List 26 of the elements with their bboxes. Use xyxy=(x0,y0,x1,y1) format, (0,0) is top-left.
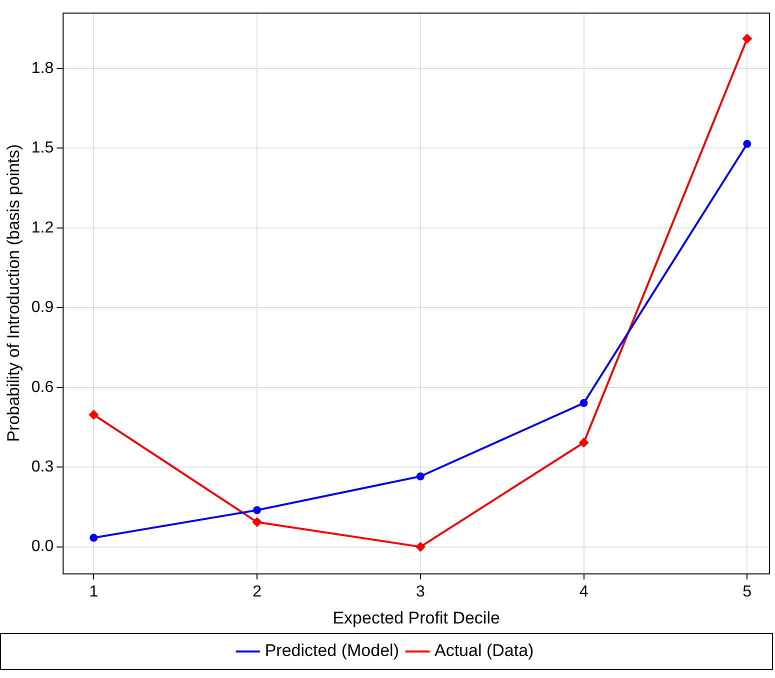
point xyxy=(580,399,588,408)
legend-label: Actual (Data) xyxy=(434,641,534,660)
y-tick-label: 0.6 xyxy=(31,378,54,396)
y-tick-label: 0.9 xyxy=(31,299,54,316)
y-tick-label: 1.8 xyxy=(31,60,54,77)
x-tick-label: 2 xyxy=(252,583,262,600)
point xyxy=(252,517,262,528)
point xyxy=(416,472,424,480)
point xyxy=(742,34,752,44)
y-tick-label: 0.3 xyxy=(31,458,54,476)
y-tick-label: 1.2 xyxy=(31,219,54,236)
x-axis-title: Expected Profit Decile xyxy=(332,608,500,628)
x-tick-label: 4 xyxy=(579,583,588,600)
x-tick-label: 1 xyxy=(89,583,98,600)
legend-label: Predicted (Model) xyxy=(264,641,399,660)
x-tick-label: 5 xyxy=(742,583,752,600)
x-tick-label: 3 xyxy=(416,583,425,600)
point xyxy=(743,140,752,148)
point xyxy=(90,534,98,542)
point xyxy=(415,542,426,552)
y-tick-label: 1.5 xyxy=(31,140,54,157)
point xyxy=(578,438,589,448)
y-axis-title: Probability of Introduction (basis points) xyxy=(4,144,23,442)
y-tick-label: 0.0 xyxy=(31,538,54,556)
point xyxy=(88,410,99,420)
point xyxy=(253,506,262,514)
